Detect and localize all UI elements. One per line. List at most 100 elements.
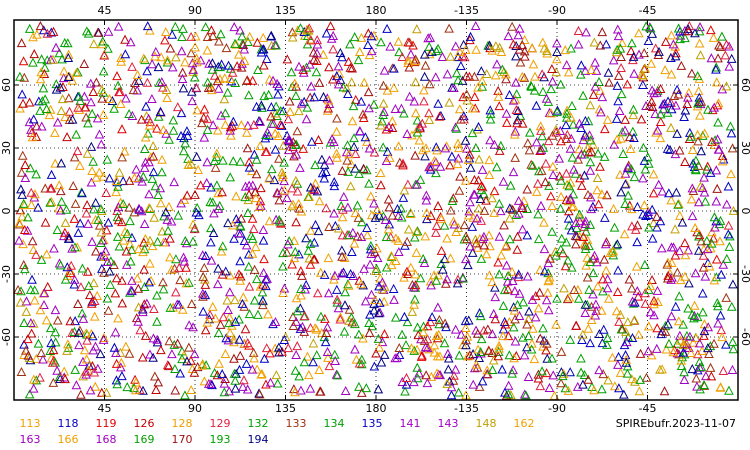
observation-marker: [140, 132, 151, 142]
observation-marker: [404, 91, 415, 101]
observation-marker: [148, 140, 158, 151]
observation-marker: [687, 364, 698, 374]
observation-marker: [151, 384, 161, 394]
observation-marker: [663, 96, 673, 106]
observation-marker: [35, 21, 46, 31]
observation-marker: [666, 69, 677, 79]
observation-marker: [390, 103, 401, 114]
observation-marker: [494, 145, 505, 155]
observation-marker: [332, 113, 342, 123]
observation-marker: [464, 71, 475, 81]
observation-marker: [220, 119, 231, 129]
observation-marker: [599, 151, 610, 161]
observation-marker: [24, 389, 35, 399]
observation-marker: [329, 274, 339, 284]
observation-marker: [202, 157, 213, 167]
observation-marker: [120, 34, 130, 44]
observation-marker: [708, 32, 719, 42]
observation-marker: [576, 367, 586, 377]
observation-marker: [359, 263, 369, 273]
observation-marker: [153, 111, 164, 121]
observation-marker: [315, 267, 326, 277]
observation-marker: [73, 102, 83, 112]
observation-marker: [241, 240, 252, 250]
observation-marker: [45, 197, 55, 207]
observation-marker: [225, 73, 236, 84]
observation-marker: [680, 105, 691, 115]
observation-marker: [290, 387, 300, 397]
observation-marker: [429, 270, 439, 280]
observation-marker: [24, 117, 35, 127]
observation-marker: [507, 275, 518, 285]
observation-marker: [630, 224, 641, 234]
observation-marker: [624, 132, 635, 142]
observation-marker: [24, 97, 35, 107]
observation-marker: [697, 130, 708, 140]
observation-marker: [324, 361, 335, 371]
observation-marker: [373, 308, 384, 318]
observation-marker: [298, 67, 309, 77]
observation-marker: [640, 259, 650, 269]
observation-marker: [42, 281, 53, 291]
observation-marker: [672, 84, 682, 94]
observation-marker: [90, 197, 101, 207]
observation-marker: [54, 48, 65, 58]
observation-marker: [274, 342, 284, 352]
observation-marker: [652, 222, 662, 232]
observation-marker: [118, 176, 128, 186]
observation-marker: [212, 76, 223, 86]
observation-marker: [275, 119, 286, 129]
observation-marker: [387, 122, 398, 132]
observation-marker: [398, 160, 408, 170]
observation-marker: [240, 192, 251, 202]
observation-marker: [15, 103, 25, 113]
observation-marker: [403, 179, 413, 189]
observation-marker: [597, 338, 608, 348]
observation-marker: [576, 180, 587, 190]
observation-marker: [228, 116, 239, 126]
observation-marker: [46, 196, 57, 207]
observation-marker: [706, 53, 717, 63]
observation-marker: [561, 60, 572, 70]
observation-marker: [319, 159, 330, 169]
observation-marker: [362, 136, 372, 146]
observation-marker: [700, 196, 711, 206]
observation-marker: [539, 217, 549, 227]
observation-marker: [29, 49, 40, 59]
observation-marker: [60, 227, 70, 237]
observation-marker: [400, 386, 410, 396]
observation-marker: [264, 216, 275, 226]
observation-marker: [263, 309, 273, 319]
observation-marker: [679, 111, 689, 121]
observation-marker: [424, 344, 435, 354]
observation-marker: [279, 334, 290, 345]
observation-marker: [202, 114, 213, 124]
observation-marker: [340, 300, 350, 310]
observation-marker: [447, 195, 458, 205]
observation-marker: [389, 82, 399, 92]
observation-marker: [223, 218, 233, 228]
observation-marker: [713, 318, 723, 328]
observation-marker: [534, 287, 545, 297]
observation-marker: [475, 311, 486, 321]
observation-marker: [699, 379, 709, 389]
observation-marker: [176, 130, 186, 140]
observation-marker: [87, 165, 97, 176]
observation-marker: [109, 103, 119, 113]
observation-marker: [433, 302, 443, 312]
observation-marker: [461, 340, 471, 350]
observation-marker: [207, 64, 218, 74]
observation-marker: [648, 218, 659, 228]
observation-marker: [97, 85, 107, 95]
observation-marker: [156, 77, 167, 87]
observation-marker: [160, 35, 170, 45]
observation-marker: [643, 35, 654, 46]
observation-marker: [313, 226, 324, 236]
observation-marker: [117, 124, 127, 134]
observation-marker: [86, 177, 97, 187]
observation-marker: [72, 67, 83, 77]
observation-marker: [593, 199, 604, 209]
observation-marker: [378, 98, 389, 108]
observation-marker: [506, 390, 516, 400]
observation-marker: [181, 278, 192, 288]
